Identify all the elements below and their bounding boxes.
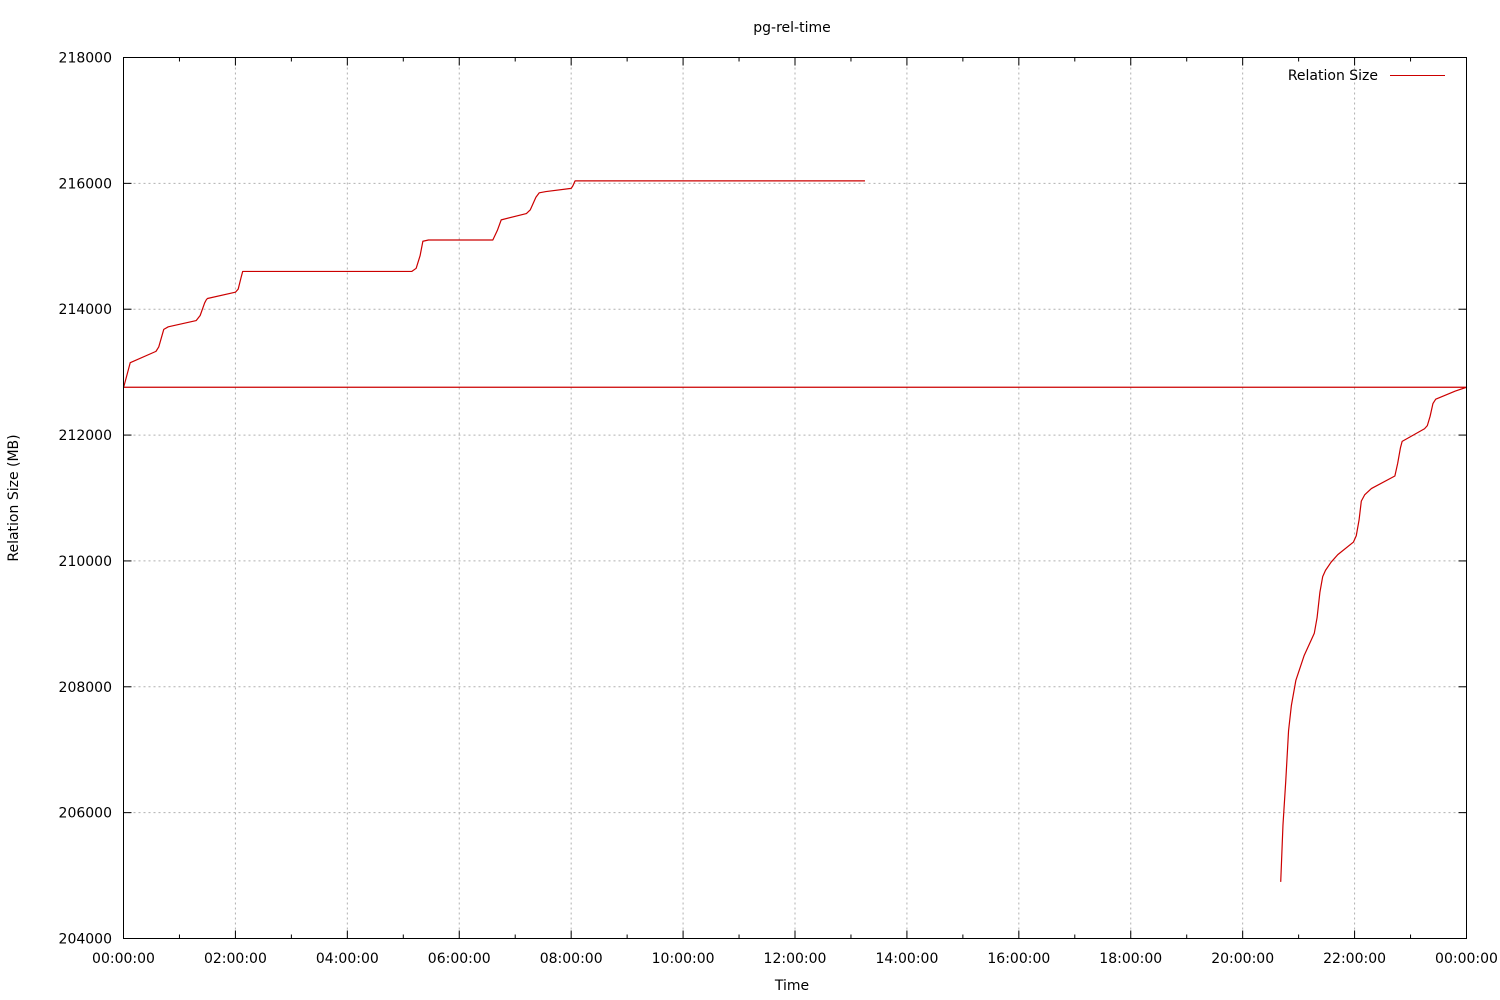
y-tick-label: 212000 <box>59 428 112 444</box>
chart-title: pg-rel-time <box>753 20 830 36</box>
x-tick-label: 10:00:00 <box>652 951 715 967</box>
series-line-segment <box>123 386 1468 882</box>
grid-lines <box>123 57 1467 939</box>
y-tick-label: 206000 <box>59 806 112 822</box>
y-tick-label: 210000 <box>59 554 112 570</box>
x-tick-label: 20:00:00 <box>1211 951 1274 967</box>
x-tick-label: 06:00:00 <box>428 951 491 967</box>
x-tick-label: 04:00:00 <box>316 951 379 967</box>
y-axis-label: Relation Size (MB) <box>6 434 22 561</box>
x-tick-label: 02:00:00 <box>204 951 267 967</box>
y-tick-labels: 204000 206000 208000 210000 212000 214000 2160… <box>59 51 112 948</box>
legend: Relation Size <box>1288 68 1445 84</box>
x-tick-label: 08:00:00 <box>540 951 603 967</box>
x-tick-label: 12:00:00 <box>764 951 827 967</box>
plot-area-border <box>123 57 1467 939</box>
x-axis-label: Time <box>774 978 809 994</box>
y-tick-label: 204000 <box>59 932 112 948</box>
y-tick-label: 216000 <box>59 176 112 192</box>
x-tick-label: 14:00:00 <box>875 951 938 967</box>
y-tick-label: 208000 <box>59 680 112 696</box>
legend-label: Relation Size <box>1288 68 1378 84</box>
series-line-segment <box>122 180 865 389</box>
y-tick-label: 218000 <box>59 51 112 67</box>
x-tick-label: 16:00:00 <box>987 951 1050 967</box>
x-tick-label: 00:00:00 <box>92 951 155 967</box>
x-tick-label: 00:00:00 <box>1435 951 1498 967</box>
x-tick-label: 18:00:00 <box>1099 951 1162 967</box>
x-tick-labels: 00:00:00 02:00:00 04:00:00 06:00:00 08:00:00… <box>92 951 1498 967</box>
y-tick-label: 214000 <box>59 302 112 318</box>
series-lines <box>122 180 1468 882</box>
x-tick-label: 22:00:00 <box>1323 951 1386 967</box>
